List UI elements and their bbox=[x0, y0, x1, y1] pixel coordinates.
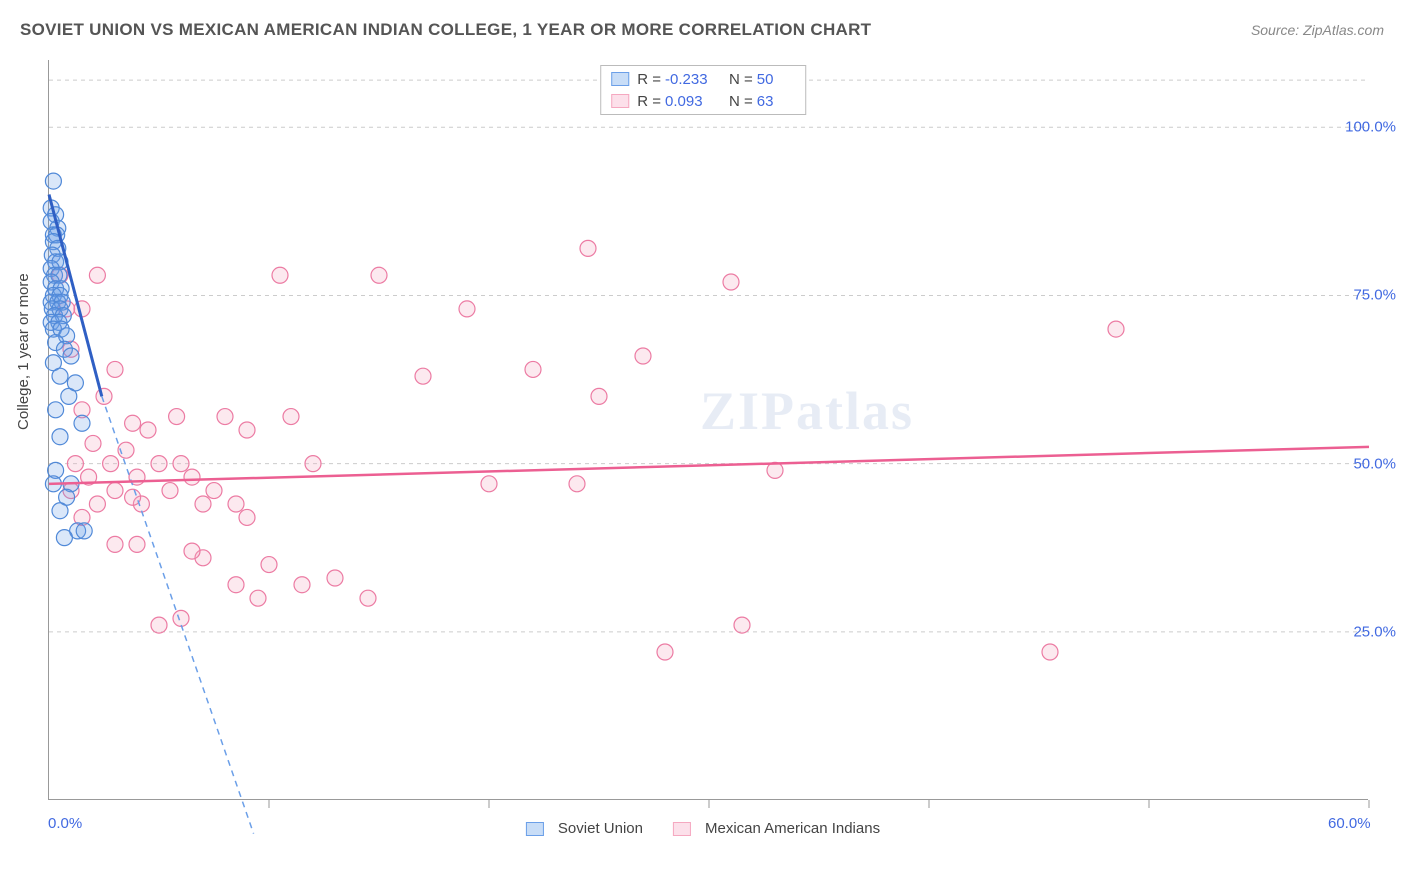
y-tick-label: 75.0% bbox=[1353, 287, 1396, 304]
y-tick-label: 25.0% bbox=[1353, 623, 1396, 640]
y-axis-label: College, 1 year or more bbox=[15, 273, 32, 430]
legend-swatch bbox=[673, 822, 691, 836]
legend-correlation-row: R =-0.233 N =50 bbox=[601, 68, 805, 90]
legend-r-label: R = bbox=[637, 71, 661, 88]
legend-series-label: Mexican American Indians bbox=[705, 820, 880, 837]
legend-n-value: 50 bbox=[757, 71, 781, 88]
source-attribution: Source: ZipAtlas.com bbox=[1251, 22, 1384, 38]
legend-correlation: R =-0.233 N =50 R = 0.093 N =63 bbox=[600, 65, 806, 115]
legend-series-item: Soviet Union bbox=[526, 820, 643, 837]
legend-r-label: R = bbox=[637, 93, 661, 110]
legend-n-label: N = bbox=[729, 71, 753, 88]
legend-swatch bbox=[611, 94, 629, 108]
legend-swatch bbox=[611, 72, 629, 86]
legend-series: Soviet Union Mexican American Indians bbox=[526, 820, 880, 837]
scatter-svg bbox=[49, 60, 1368, 799]
y-tick-label: 100.0% bbox=[1345, 119, 1396, 136]
legend-n-label: N = bbox=[729, 93, 753, 110]
x-tick-label: 60.0% bbox=[1328, 815, 1371, 832]
legend-swatch bbox=[526, 822, 544, 836]
legend-n-value: 63 bbox=[757, 93, 781, 110]
legend-correlation-row: R = 0.093 N =63 bbox=[601, 90, 805, 112]
legend-series-label: Soviet Union bbox=[558, 820, 643, 837]
x-tick-label: 0.0% bbox=[48, 815, 82, 832]
chart-title: SOVIET UNION VS MEXICAN AMERICAN INDIAN … bbox=[20, 20, 871, 40]
chart-plot-area bbox=[48, 60, 1368, 800]
legend-r-value: -0.233 bbox=[665, 71, 715, 88]
y-tick-label: 50.0% bbox=[1353, 455, 1396, 472]
legend-series-item: Mexican American Indians bbox=[673, 820, 880, 837]
legend-r-value: 0.093 bbox=[665, 93, 715, 110]
